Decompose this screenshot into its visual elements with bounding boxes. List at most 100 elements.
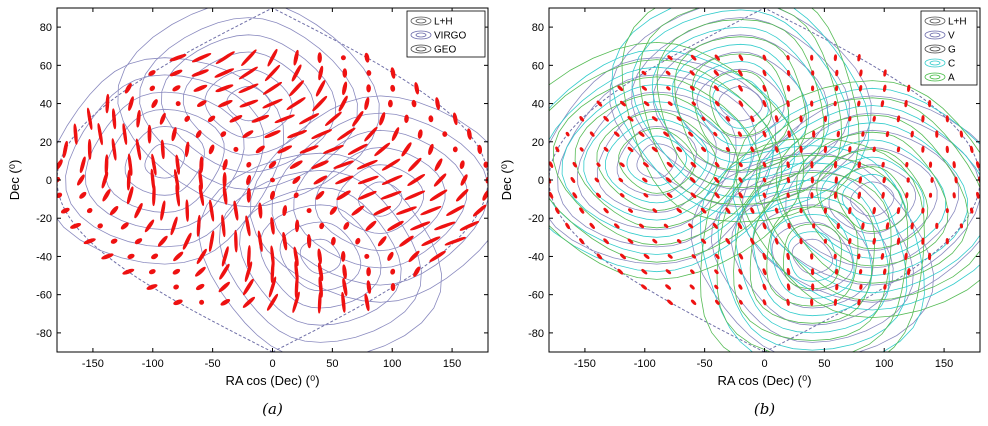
- error-ellipse: [627, 116, 634, 122]
- error-ellipse: [549, 191, 554, 199]
- error-ellipse: [738, 177, 743, 183]
- error-ellipse: [935, 222, 939, 230]
- error-ellipse: [882, 84, 887, 92]
- legend-swatch: [924, 72, 946, 82]
- error-ellipse: [701, 238, 707, 244]
- legend-label: A: [948, 73, 955, 84]
- error-ellipse: [651, 146, 658, 153]
- error-ellipse: [737, 131, 742, 137]
- error-ellipse: [738, 253, 744, 260]
- error-ellipse: [218, 281, 230, 293]
- error-ellipse: [589, 222, 595, 229]
- error-ellipse: [57, 192, 63, 198]
- error-ellipse: [318, 65, 324, 81]
- contour-line: [699, 137, 925, 352]
- error-ellipse: [713, 70, 719, 76]
- contour-line: [314, 147, 446, 252]
- error-ellipse: [833, 191, 838, 199]
- error-ellipse: [97, 223, 103, 229]
- error-ellipse: [79, 156, 86, 173]
- error-ellipse: [881, 191, 885, 199]
- error-ellipse: [401, 142, 412, 157]
- error-ellipse: [112, 108, 117, 130]
- error-ellipse: [86, 208, 93, 214]
- legend-swatch-inner: [415, 46, 427, 52]
- error-ellipse: [666, 86, 671, 91]
- error-ellipse: [667, 101, 673, 106]
- contour-line: [712, 78, 769, 129]
- error-ellipse: [617, 268, 624, 275]
- error-ellipse: [833, 54, 838, 62]
- contour-line: [271, 112, 488, 286]
- error-ellipse: [666, 299, 674, 306]
- contour-line: [752, 196, 873, 317]
- error-ellipse: [387, 220, 404, 231]
- error-ellipse: [342, 278, 348, 296]
- x-tick-label: 0: [269, 358, 275, 370]
- error-ellipses: [549, 54, 980, 306]
- error-ellipse: [159, 112, 166, 125]
- error-ellipse: [342, 264, 347, 280]
- error-ellipse: [750, 237, 755, 245]
- contour-line: [785, 129, 960, 269]
- error-ellipse: [169, 69, 183, 77]
- error-ellipse: [638, 223, 645, 229]
- error-ellipse: [293, 246, 299, 267]
- error-ellipse: [969, 145, 974, 154]
- error-ellipse: [219, 263, 230, 280]
- contour-line: [618, 127, 696, 194]
- error-ellipse: [124, 83, 132, 94]
- error-ellipse: [122, 123, 128, 145]
- error-ellipse: [341, 291, 346, 313]
- error-ellipse: [643, 253, 650, 259]
- error-ellipse: [883, 268, 887, 275]
- contour-line: [674, 36, 807, 171]
- error-ellipse: [549, 161, 554, 168]
- error-ellipse: [833, 298, 838, 306]
- error-ellipse: [336, 190, 351, 201]
- error-ellipse: [857, 299, 861, 306]
- plot-area: [549, 8, 980, 352]
- error-ellipse: [714, 100, 720, 107]
- error-ellipse: [715, 299, 720, 305]
- error-ellipse: [197, 100, 207, 107]
- error-ellipse: [666, 161, 673, 168]
- error-ellipse: [665, 70, 671, 76]
- error-ellipse: [643, 162, 649, 168]
- error-ellipse: [774, 237, 779, 245]
- contour-line: [776, 122, 968, 277]
- chart-panel-1: -150 -100 -50 0 50 100 150 -80 -60 -40 -20 0 20 40 60 8…: [7, 7, 489, 418]
- error-ellipse: [858, 85, 863, 92]
- legend-swatch-inner: [415, 32, 427, 38]
- error-ellipse: [317, 248, 322, 265]
- error-ellipse: [857, 191, 861, 199]
- error-ellipse: [810, 192, 814, 199]
- error-ellipse: [603, 115, 609, 122]
- error-ellipse: [714, 161, 720, 168]
- error-ellipse: [627, 146, 634, 153]
- error-ellipse: [269, 190, 276, 200]
- error-ellipse: [109, 206, 119, 216]
- contour-line: [782, 223, 842, 290]
- legend-swatch: [924, 16, 946, 26]
- error-ellipse: [149, 85, 156, 92]
- error-ellipse: [193, 84, 208, 92]
- error-ellipse: [442, 131, 448, 137]
- contour-line: [596, 108, 717, 213]
- error-ellipse: [881, 161, 885, 168]
- error-ellipse: [750, 207, 755, 214]
- y-tick-label: 60: [40, 60, 52, 72]
- legend-swatch: [410, 30, 432, 40]
- error-ellipse: [364, 293, 370, 312]
- error-ellipse: [799, 115, 803, 123]
- y-tick-label: 60: [532, 60, 544, 72]
- error-ellipse: [101, 171, 109, 189]
- contour-line: [816, 148, 929, 250]
- error-ellipse: [959, 223, 964, 229]
- error-ellipse: [195, 266, 206, 277]
- error-ellipse: [714, 253, 720, 260]
- error-ellipse: [976, 191, 980, 199]
- error-ellipse: [738, 268, 743, 275]
- error-ellipse: [411, 99, 417, 108]
